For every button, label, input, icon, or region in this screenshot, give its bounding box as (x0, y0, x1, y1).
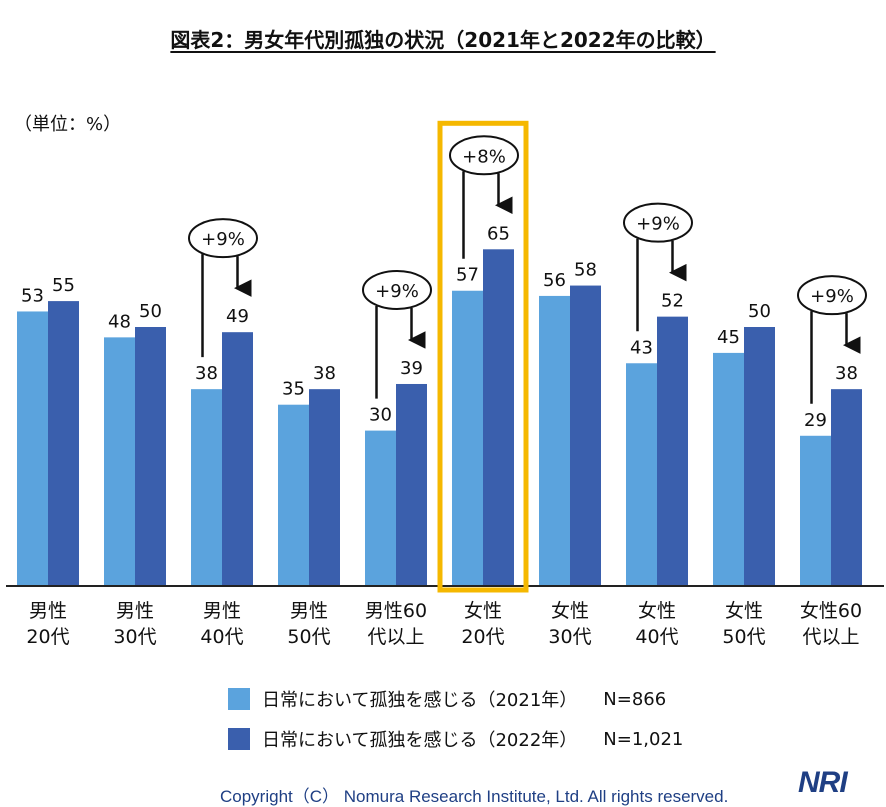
bar-2022 (570, 285, 601, 586)
data-label-2022: 52 (661, 291, 684, 312)
bar-chart: 53 55 男性 20代 48 50 男性 30代 38 49 男性 40代 35 38 男性 50代 30 39… (6, 120, 884, 648)
data-label-2021: 53 (21, 285, 44, 306)
data-label-2021: 43 (630, 337, 653, 358)
legend-swatch-2021 (228, 688, 250, 710)
data-label-2021: 45 (717, 327, 740, 348)
legend-label-2021: 日常において孤独を感じる（2021年） (262, 690, 578, 711)
category-label: 50代 (722, 626, 765, 648)
category-label: 男性 (29, 600, 67, 622)
category-label: 30代 (548, 626, 591, 648)
bar-2021 (365, 430, 396, 586)
bar-2022 (135, 327, 166, 586)
bar-2022 (657, 316, 688, 586)
chart-title: 図表2：男女年代別孤独の状況（2021年と2022年の比較） (170, 28, 716, 52)
unit-label: （単位：%） (14, 114, 122, 135)
data-label-2022: 65 (487, 223, 510, 244)
category-label: 20代 (26, 626, 69, 648)
data-label-2021: 56 (543, 270, 566, 291)
nri-logo: NRI (798, 766, 848, 799)
category-label: 20代 (461, 626, 504, 648)
annotation-oval (797, 275, 867, 316)
data-label-2021: 35 (282, 379, 305, 400)
annotation-oval (449, 135, 519, 176)
legend-n-2022: N=1,021 (603, 728, 684, 750)
data-label-2022: 38 (313, 363, 336, 384)
data-label-2021: 57 (456, 265, 479, 286)
category-label: 男性60 (365, 600, 427, 622)
bar-2022 (744, 327, 775, 586)
bar-2021 (17, 311, 48, 586)
data-label-2021: 29 (804, 410, 827, 431)
data-label-2022: 55 (52, 275, 75, 296)
data-label-2021: 38 (195, 363, 218, 384)
annotation-label: +9% (636, 214, 680, 235)
legend-item-2021: 日常において孤独を感じる（2021年） N=866 (228, 686, 666, 712)
bar-2022 (48, 301, 79, 586)
legend-n-2021: N=866 (603, 688, 667, 710)
data-label-2022: 50 (139, 301, 162, 322)
bar-2022 (309, 389, 340, 586)
category-label: 40代 (200, 626, 243, 648)
category-label: 女性 (638, 600, 676, 622)
data-label-2022: 38 (835, 363, 858, 384)
annotation-oval (362, 269, 432, 310)
bar-2022 (831, 389, 862, 586)
category-label: 女性 (551, 600, 589, 622)
bar-2021 (539, 295, 570, 586)
bar-2021 (104, 337, 135, 586)
copyright-text: Copyright（C） Nomura Research Institute, … (220, 787, 729, 806)
bar-2021 (278, 404, 309, 586)
bar-2021 (713, 352, 744, 586)
category-label: 男性 (290, 600, 328, 622)
data-label-2022: 39 (400, 358, 423, 379)
annotation-oval (623, 202, 693, 243)
category-label: 30代 (113, 626, 156, 648)
legend-label-2022: 日常において孤独を感じる（2022年） (262, 730, 578, 751)
category-label: 男性 (116, 600, 154, 622)
category-label: 50代 (287, 626, 330, 648)
bar-2021 (191, 389, 222, 586)
data-label-2022: 49 (226, 306, 249, 327)
annotation-label: +9% (201, 229, 245, 250)
data-label-2021: 48 (108, 311, 131, 332)
legend-swatch-2022 (228, 728, 250, 750)
category-label: 女性60 (800, 600, 862, 622)
bar-2021 (800, 435, 831, 586)
data-label-2022: 50 (748, 301, 771, 322)
annotation-oval (188, 218, 258, 259)
bar-2021 (626, 363, 657, 586)
category-label: 40代 (635, 626, 678, 648)
legend-item-2022: 日常において孤独を感じる（2022年） N=1,021 (228, 726, 683, 752)
category-label: 代以上 (802, 626, 859, 648)
bar-2022 (483, 249, 514, 587)
annotation-label: +9% (810, 286, 854, 307)
highlight-box (437, 120, 529, 593)
category-label: 男性 (203, 600, 241, 622)
annotation-label: +9% (375, 281, 419, 302)
category-label: 女性 (725, 600, 763, 622)
bar-2021 (452, 290, 483, 586)
bar-2022 (222, 332, 253, 586)
data-label-2022: 58 (574, 260, 597, 281)
category-label: 女性 (464, 600, 502, 622)
bar-2022 (396, 383, 427, 586)
annotation-label: +8% (462, 146, 506, 167)
data-label-2021: 30 (369, 405, 392, 426)
category-label: 代以上 (367, 626, 424, 648)
